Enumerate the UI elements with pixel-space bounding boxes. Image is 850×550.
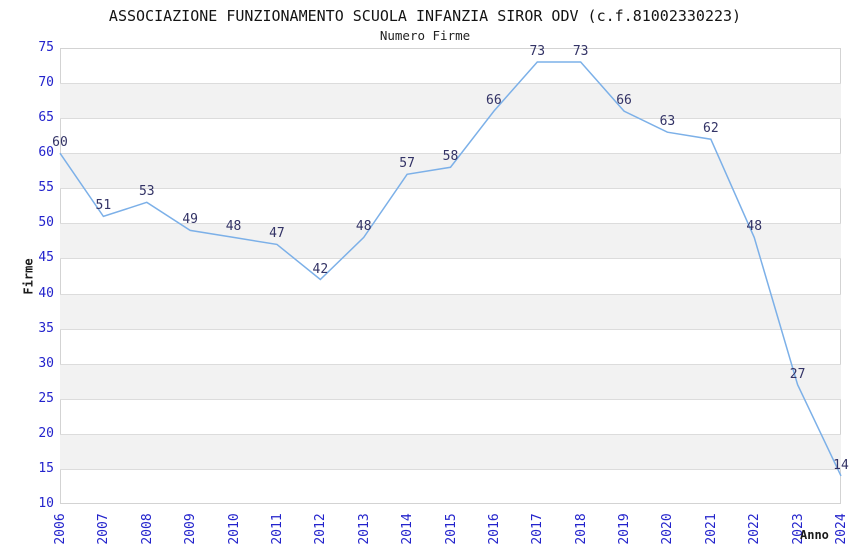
gridline <box>60 83 841 85</box>
data-label: 51 <box>95 198 112 214</box>
data-label: 73 <box>572 44 589 60</box>
y-tick-label: 40 <box>38 285 54 301</box>
y-tick-label: 30 <box>38 355 54 371</box>
grid-band <box>60 153 841 189</box>
gridline <box>60 363 841 365</box>
data-label: 66 <box>486 93 502 109</box>
y-tick-label: 20 <box>38 425 54 441</box>
y-tick-label: 15 <box>38 460 54 476</box>
grid-band <box>60 363 841 399</box>
y-tick-label: 70 <box>38 75 54 91</box>
y-tick-label: 25 <box>38 390 54 406</box>
y-tick-label: 55 <box>38 180 54 196</box>
gridline <box>60 153 841 155</box>
data-label: 62 <box>703 121 719 137</box>
grid-band <box>60 83 841 119</box>
data-label: 60 <box>52 135 68 151</box>
gridline <box>60 293 841 295</box>
data-label: 58 <box>442 149 459 165</box>
data-label: 42 <box>312 261 329 277</box>
data-label: 53 <box>138 184 155 200</box>
grid-band <box>60 223 841 259</box>
grid-band <box>60 293 841 329</box>
data-label: 73 <box>529 44 546 60</box>
y-tick-label: 50 <box>38 215 54 231</box>
data-label: 48 <box>225 219 242 235</box>
gridline <box>60 468 841 470</box>
data-label: 49 <box>182 212 198 228</box>
gridline <box>60 433 841 435</box>
data-label: 48 <box>355 219 372 235</box>
data-label: 57 <box>399 156 415 172</box>
gridline <box>60 188 841 190</box>
y-tick-label: 60 <box>38 145 54 161</box>
gridline <box>60 258 841 260</box>
data-label: 47 <box>269 226 285 242</box>
data-label: 48 <box>746 219 763 235</box>
y-tick-label: 45 <box>38 250 54 266</box>
gridline <box>60 328 841 330</box>
grid-band <box>60 433 841 469</box>
data-label: 66 <box>616 93 632 109</box>
y-tick-label: 35 <box>38 320 54 336</box>
data-label: 14 <box>833 457 849 473</box>
plot-area <box>60 48 841 504</box>
x-axis-title: Anno <box>800 528 829 542</box>
chart-subtitle: Numero Firme <box>379 28 471 43</box>
data-label: 27 <box>789 366 806 382</box>
y-tick-label: 65 <box>38 110 54 126</box>
y-axis-title: Firme <box>21 258 35 295</box>
gridline <box>60 118 841 120</box>
data-label: 63 <box>659 114 676 130</box>
gridline <box>60 398 841 400</box>
y-tick-label: 75 <box>38 40 54 55</box>
y-tick-label: 10 <box>38 496 54 511</box>
gridline <box>60 223 841 225</box>
series-line-firme <box>59 61 842 477</box>
chart-title: ASSOCIAZIONE FUNZIONAMENTO SCUOLA INFANZ… <box>108 7 742 25</box>
